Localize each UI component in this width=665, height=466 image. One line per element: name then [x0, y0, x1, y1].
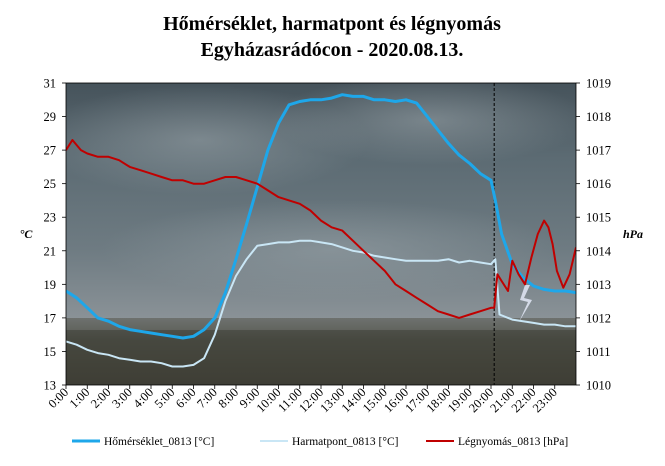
y-right-axis-label: hPa — [623, 227, 643, 241]
y-left-axis-label: °C — [20, 227, 34, 241]
y-right-ticks: 1010 1011 1012 1013 1014 1015 1016 1017 1018 1019 — [576, 77, 612, 393]
y-right-tick-label: 1012 — [586, 311, 611, 325]
y-left-tick-label: 19 — [44, 278, 57, 292]
y-left-tick-label: 15 — [44, 345, 57, 359]
pressure-line — [66, 139, 576, 319]
y-right-tick-label: 1013 — [586, 278, 611, 292]
legend-label-temperature: Hőmérséklet_0813 [°C] — [104, 436, 214, 448]
y-left-tick-label: 27 — [44, 144, 57, 158]
chart-title: Hőmérséklet, harmatpont és légnyomás — [163, 13, 501, 35]
chart-subtitle: Egyházasrádócon - 2020.08.13. — [201, 39, 464, 61]
x-tick-label: 4:00 — [130, 385, 156, 411]
y-right-tick-label: 1015 — [586, 211, 611, 225]
y-left-tick-label: 21 — [44, 244, 57, 258]
lightning-bolt — [519, 285, 532, 322]
x-tick-label: 8:00 — [215, 385, 241, 411]
y-right-tick-label: 1017 — [586, 144, 611, 158]
y-left-tick-label: 23 — [44, 211, 57, 225]
y-left-tick-label: 25 — [44, 177, 57, 191]
x-tick-label: 7:00 — [194, 385, 220, 411]
x-tick-label: 23:00 — [530, 385, 560, 415]
x-ticks: 0:001:002:003:004:005:006:007:008:009:00… — [45, 385, 560, 415]
y-left-tick-label: 13 — [44, 379, 57, 393]
legend: Hőmérséklet_0813 [°C] Harmatpont_0813 [°… — [72, 436, 568, 448]
dewpoint-line — [66, 239, 576, 368]
y-right-tick-label: 1010 — [586, 379, 611, 393]
y-right-tick-label: 1019 — [586, 77, 611, 91]
x-tick-label: 1:00 — [67, 385, 93, 411]
y-right-tick-label: 1018 — [586, 110, 611, 124]
y-left-tick-label: 29 — [44, 110, 57, 124]
temperature-line — [66, 93, 576, 340]
x-tick-label: 2:00 — [88, 385, 114, 411]
x-tick-label: 6:00 — [173, 385, 199, 411]
legend-label-pressure: Légnyomás_0813 [hPa] — [458, 436, 568, 448]
y-left-tick-label: 17 — [44, 311, 57, 325]
y-right-tick-label: 1011 — [586, 345, 611, 359]
plot-background — [66, 83, 576, 385]
y-right-tick-label: 1016 — [586, 177, 611, 191]
legend-label-dewpoint: Harmatpont_0813 [°C] — [292, 436, 398, 448]
y-right-tick-label: 1014 — [586, 244, 612, 258]
y-left-ticks: 13 15 17 19 21 23 25 27 29 31 — [44, 77, 66, 393]
x-tick-label: 3:00 — [109, 385, 135, 411]
x-tick-label: 5:00 — [152, 385, 178, 411]
y-left-tick-label: 31 — [44, 77, 57, 91]
